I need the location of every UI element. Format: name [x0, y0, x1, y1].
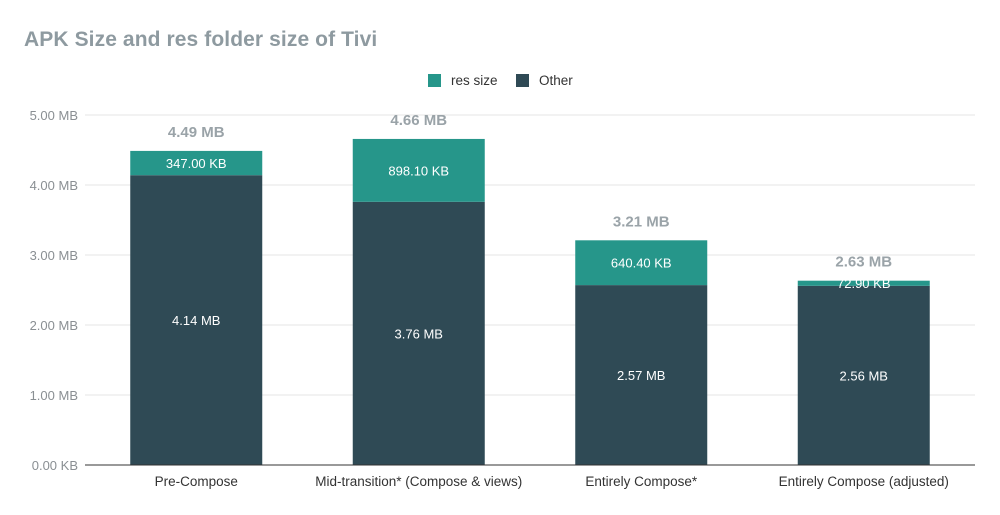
bar-segment-res	[352, 138, 485, 202]
legend-swatch	[428, 74, 441, 87]
y-tick-label: 4.00 MB	[30, 178, 78, 193]
y-tick-label: 1.00 MB	[30, 388, 78, 403]
x-tick-label: Mid-transition* (Compose & views)	[315, 474, 522, 489]
y-tick-label: 3.00 MB	[30, 248, 78, 263]
y-tick-label: 5.00 MB	[30, 108, 78, 123]
data-label: 3.76 MB	[395, 326, 443, 341]
data-label: 2.57 MB	[617, 368, 665, 383]
data-label: 72.90 KB	[837, 276, 891, 291]
x-tick-label: Entirely Compose*	[585, 474, 698, 489]
legend-label: res size	[451, 73, 498, 88]
y-tick-label: 2.00 MB	[30, 318, 78, 333]
data-label: 347.00 KB	[166, 156, 227, 171]
bar-segment-other	[352, 201, 485, 466]
total-label: 3.21 MB	[613, 213, 670, 230]
bar-segment-other	[797, 285, 930, 465]
y-tick-label: 0.00 KB	[32, 458, 78, 473]
legend-swatch	[516, 74, 529, 87]
x-tick-label: Pre-Compose	[155, 474, 238, 489]
chart-title: APK Size and res folder size of Tivi	[24, 28, 378, 51]
total-label: 2.63 MB	[835, 254, 892, 271]
x-tick-label: Entirely Compose (adjusted)	[779, 474, 949, 489]
bar-segment-other	[575, 285, 708, 465]
total-label: 4.49 MB	[168, 124, 225, 141]
total-label: 4.66 MB	[390, 112, 447, 129]
bar-segment-other	[130, 175, 263, 465]
legend-label: Other	[539, 73, 573, 88]
bar-segment-res	[575, 240, 708, 286]
data-label: 2.56 MB	[840, 368, 888, 383]
data-label: 898.10 KB	[388, 163, 449, 178]
bar-segment-res	[130, 150, 263, 176]
bar-segment-res	[797, 280, 930, 286]
data-label: 640.40 KB	[611, 256, 672, 271]
data-label: 4.14 MB	[172, 313, 220, 328]
